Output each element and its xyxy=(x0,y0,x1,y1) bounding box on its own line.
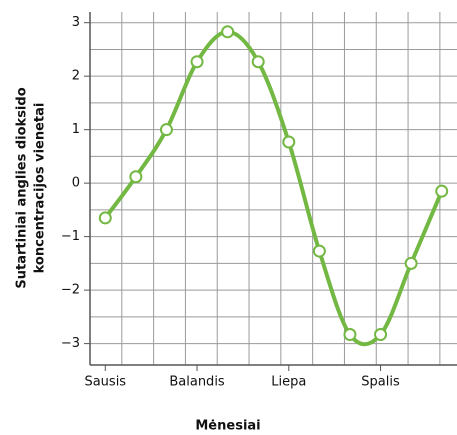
plot-area xyxy=(90,12,457,365)
y-tick-label: −1 xyxy=(61,229,80,244)
y-tick-label: −3 xyxy=(61,336,80,351)
y-tick-label: 2 xyxy=(72,69,80,84)
x-tick-label: Spalis xyxy=(361,375,400,390)
y-axis-label: koncentracijos vienetai xyxy=(33,103,48,274)
y-tick-label: −2 xyxy=(61,283,80,298)
marker xyxy=(312,244,326,258)
y-tick-label: 0 xyxy=(72,176,80,191)
marker xyxy=(343,328,357,342)
marker xyxy=(435,184,449,198)
marker xyxy=(374,328,388,342)
marker xyxy=(98,211,112,225)
y-axis-label: Sutartiniai anglies dioksido xyxy=(15,87,30,288)
marker xyxy=(251,55,265,69)
marker xyxy=(190,55,204,69)
marker xyxy=(282,135,296,149)
x-tick-label: Sausis xyxy=(84,375,126,390)
marker xyxy=(404,256,418,270)
y-tick-label: 1 xyxy=(72,122,80,137)
marker xyxy=(221,25,235,39)
x-tick-label: Liepa xyxy=(271,375,306,390)
y-tick-label: 3 xyxy=(72,15,80,30)
marker xyxy=(129,170,143,184)
marker xyxy=(159,123,173,137)
x-axis-label: Mėnesiai xyxy=(195,419,260,434)
x-tick-label: Balandis xyxy=(169,375,225,390)
